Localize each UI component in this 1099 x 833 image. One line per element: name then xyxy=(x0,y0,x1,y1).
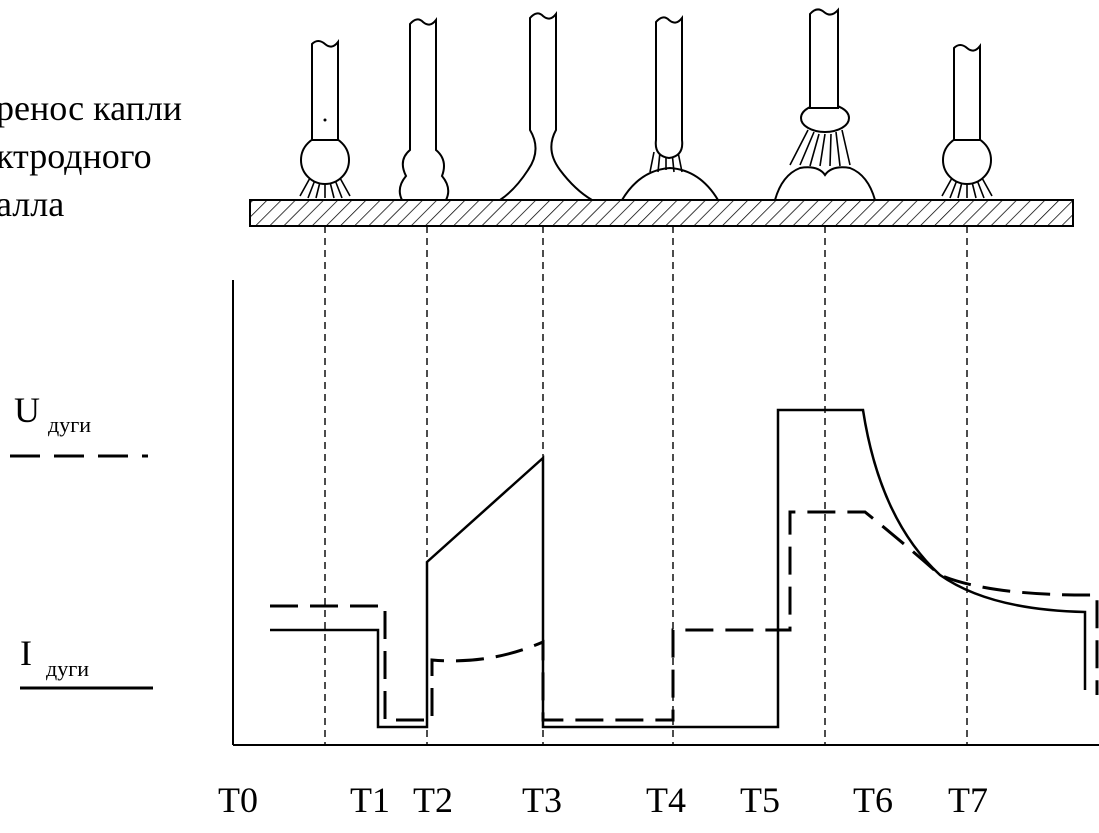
time-label: T4 xyxy=(646,780,686,820)
current-waveform xyxy=(270,408,1087,729)
time-label: T2 xyxy=(413,780,453,820)
title-line: ктродного xyxy=(0,136,152,176)
title-line: ренос капли xyxy=(0,88,182,128)
legend-symbol: U xyxy=(14,390,40,430)
base-plate xyxy=(249,199,1074,227)
voltage-waveform xyxy=(270,510,1099,722)
electrodes xyxy=(299,7,993,201)
time-label: T1 xyxy=(350,780,390,820)
legend-subscript: дуги xyxy=(48,412,91,437)
time-label: T0 xyxy=(218,780,258,820)
time-label: T7 xyxy=(948,780,988,820)
time-label: T6 xyxy=(853,780,893,820)
legend-subscript: дуги xyxy=(46,656,89,681)
title-line: алла xyxy=(0,184,64,224)
legend-symbol: I xyxy=(20,633,32,673)
time-label: T5 xyxy=(740,780,780,820)
time-guides xyxy=(324,226,968,745)
time-label: T3 xyxy=(522,780,562,820)
